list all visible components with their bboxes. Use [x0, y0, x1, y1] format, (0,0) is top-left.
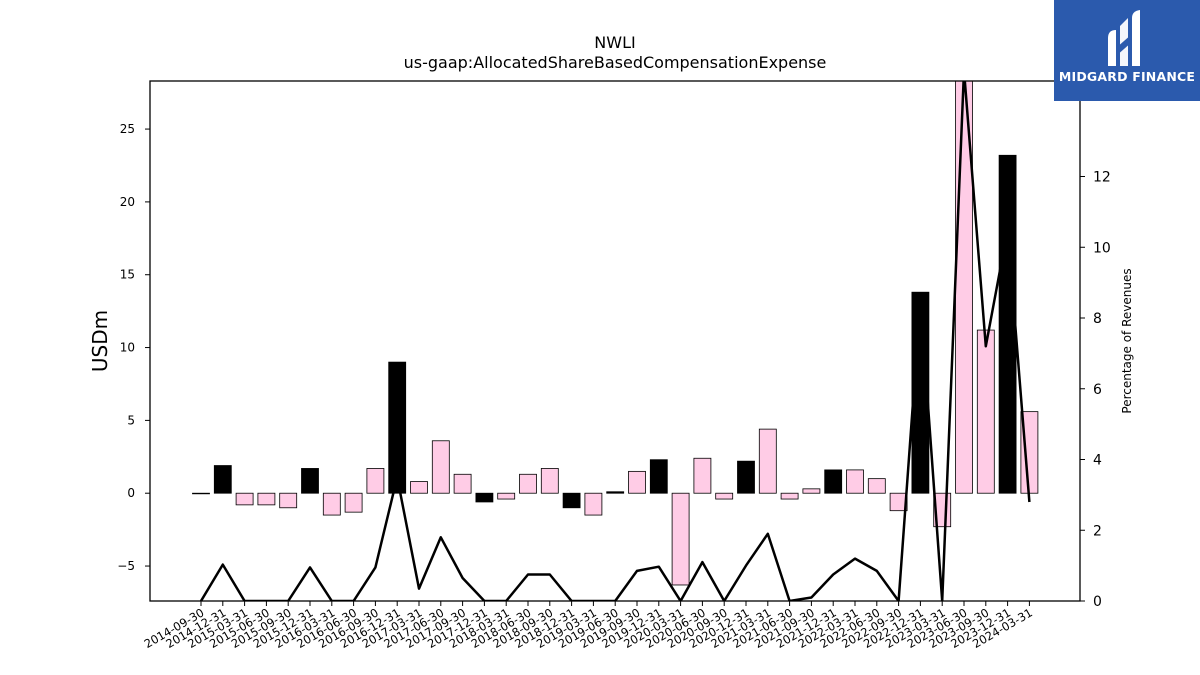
percentage-line	[199, 81, 1031, 601]
x-axis: 2014-09-302014-12-312015-03-312015-06-30…	[142, 601, 1035, 651]
right-y-axis-label: Percentage of Revenues	[1120, 268, 1134, 413]
bar-2017-12-31	[475, 492, 494, 503]
logo-text: MIDGARD FINANCE	[1058, 69, 1196, 84]
y-tick-label: 0	[127, 486, 135, 500]
bar-2015-03-31	[235, 492, 254, 506]
bar-2020-06-30	[693, 457, 712, 494]
right-y-axis: 0 2 4 6 8 10 12	[1080, 170, 1111, 610]
y2-tick-label: 0	[1093, 594, 1102, 610]
y2-tick-label: 12	[1093, 170, 1111, 186]
bar-2019-06-30	[606, 491, 625, 494]
bar-2021-12-31	[824, 469, 843, 494]
percentage-line-series	[199, 81, 1031, 601]
bar-2023-12-31	[998, 154, 1017, 494]
bar-2019-03-31	[584, 492, 603, 516]
y2-tick-label: 2	[1093, 523, 1102, 539]
bar-2015-09-30	[279, 492, 298, 509]
midgard-logo-icon	[1108, 10, 1140, 66]
bar-2015-12-31	[301, 468, 319, 494]
bar-2016-09-30	[366, 468, 385, 494]
bar-2021-03-31	[758, 428, 777, 494]
bar-2023-06-30	[955, 81, 973, 494]
bar-2016-03-31	[322, 492, 341, 516]
y-tick-label: 25	[120, 122, 135, 136]
brand-logo: MIDGARD FINANCE	[1054, 0, 1200, 101]
bar-2015-06-30	[257, 492, 276, 506]
bar-2018-06-30	[519, 473, 537, 494]
y-tick-label: 10	[120, 341, 135, 355]
bar-2017-09-30	[453, 473, 472, 494]
y2-tick-label: 4	[1093, 453, 1102, 469]
y-tick-label: 15	[120, 268, 135, 282]
bar-2023-09-30	[976, 329, 995, 494]
y-tick-label: 20	[120, 195, 135, 209]
y-tick-label: 5	[127, 413, 135, 427]
bar-2019-09-30	[628, 470, 646, 494]
y2-tick-label: 6	[1093, 382, 1102, 398]
bar-2017-06-30	[431, 440, 450, 494]
y2-tick-label: 10	[1093, 240, 1111, 256]
y-tick-label: −5	[117, 559, 135, 573]
bar-2021-09-30	[802, 488, 821, 494]
bar-2018-03-31	[497, 492, 516, 500]
bar-2016-12-31	[388, 361, 407, 494]
bar-2022-03-31	[846, 469, 864, 494]
bar-2018-12-31	[562, 492, 581, 509]
bar-series	[192, 81, 1039, 586]
chart-subtitle: us-gaap:AllocatedShareBasedCompensationE…	[404, 53, 827, 72]
chart-title: NWLI	[594, 33, 635, 52]
bar-2021-06-30	[780, 492, 799, 500]
bar-2020-09-30	[715, 492, 734, 500]
left-y-axis: −5 0 5 10 15 20 25	[117, 122, 150, 573]
bar-2017-03-31	[410, 481, 428, 494]
bar-2018-09-30	[540, 468, 559, 494]
bar-2014-09-30	[192, 492, 210, 495]
bar-2020-03-31	[671, 492, 690, 586]
bar-2014-12-31	[213, 465, 232, 494]
y2-tick-label: 8	[1093, 311, 1102, 327]
y-axis-label: USDm	[88, 310, 112, 372]
bar-2022-09-30	[889, 492, 908, 512]
bar-2022-06-30	[867, 478, 886, 494]
bar-2019-12-31	[649, 459, 668, 494]
bar-2020-12-31	[737, 460, 755, 494]
bar-2016-06-30	[344, 492, 363, 513]
